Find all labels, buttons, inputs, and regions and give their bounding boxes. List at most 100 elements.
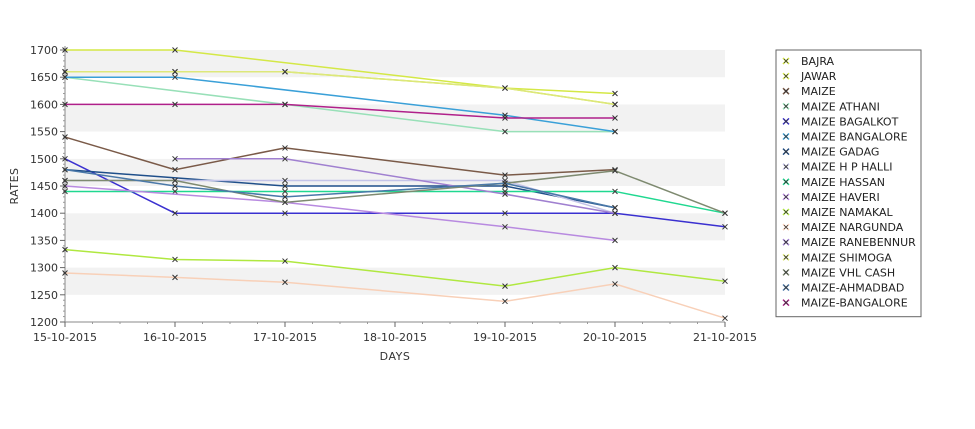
data-point-marker [282, 155, 288, 162]
data-point-marker [62, 47, 68, 53]
axes: 1200 1250 1300 1350 1400 1450 1500 1550 1600 1650… [8, 44, 757, 363]
series-line [65, 49, 616, 95]
legend-item: MAIZE [782, 85, 836, 98]
data-point-marker [282, 210, 288, 217]
series-maize-shimoga [62, 68, 618, 108]
y-tick-label: 1650 [30, 71, 58, 84]
y-tick-label: 1200 [30, 316, 58, 329]
data-point-marker [282, 279, 288, 286]
series-maize-namakal [62, 246, 728, 289]
data-point-marker [502, 180, 508, 187]
x-tick-label: 15-10-2015 [33, 331, 97, 344]
legend-label: MAIZE SHIMOGA [801, 251, 892, 264]
data-point-marker [172, 166, 178, 173]
data-point-marker [62, 177, 68, 184]
data-point-marker [612, 237, 618, 244]
data-point-marker [502, 85, 508, 91]
legend-item: MAIZE NAMAKAL [782, 206, 894, 219]
grid-band [65, 294, 725, 322]
legend-item: MAIZE RANEBENNUR [782, 236, 916, 249]
y-tick-label: 1550 [30, 126, 58, 139]
data-point-marker [172, 274, 178, 281]
legend-label: JAWAR [800, 70, 837, 83]
legend-marker [783, 209, 789, 215]
legend-item: MAIZE H P HALLI [782, 161, 892, 174]
data-point-marker [282, 194, 288, 200]
data-point-marker [282, 188, 288, 195]
data-point-marker [722, 210, 728, 217]
data-point-marker [172, 256, 178, 263]
series-line [64, 185, 616, 242]
legend-item: MAIZE BANGALORE [782, 131, 908, 144]
data-point-marker [502, 191, 508, 198]
legend-marker [783, 194, 789, 200]
x-tick-label: 19-10-2015 [473, 331, 537, 344]
data-point-marker [502, 298, 508, 305]
data-point-marker [722, 278, 728, 285]
legend-label: MAIZE RANEBENNUR [801, 236, 916, 249]
data-point-marker [612, 128, 618, 135]
legend: BAJRA JAWAR MAIZE MAIZE ATHANI MAIZE BAGALKO… [775, 49, 922, 318]
legend-item: MAIZE-BANGALORE [782, 297, 908, 310]
legend-label: MAIZE VHL CASH [801, 266, 895, 279]
x-tick-label: 18-10-2015 [363, 331, 427, 344]
legend-item: MAIZE VHL CASH [782, 266, 895, 279]
series-maize-ahmadbad [62, 166, 618, 211]
data-point-marker [172, 188, 178, 195]
x-tick-label: 20-10-2015 [583, 331, 647, 344]
series-line [64, 158, 726, 228]
legend-item: MAIZE NARGUNDA [782, 221, 904, 234]
legend-marker [783, 104, 789, 109]
data-point-marker [722, 223, 728, 230]
legend-label: MAIZE-BANGALORE [801, 297, 908, 310]
data-point-marker [282, 183, 288, 189]
y-tick-label: 1300 [30, 262, 58, 275]
legend-item: MAIZE HAVERI [782, 191, 880, 204]
y-tick-label: 1350 [30, 234, 58, 247]
data-point-marker [172, 210, 178, 217]
legend-marker [783, 88, 789, 94]
legend-label: MAIZE NARGUNDA [801, 221, 904, 234]
series-line [175, 158, 616, 214]
series-maize-bangalore [62, 74, 618, 135]
data-point-marker [612, 281, 618, 287]
legend-label: MAIZE BANGALORE [801, 131, 908, 144]
legend-label: MAIZE HAVERI [801, 191, 880, 204]
legend-item: MAIZE ATHANI [782, 100, 880, 113]
legend-label: MAIZE BAGALKOT [801, 115, 899, 128]
data-point-marker [62, 270, 68, 276]
y-tick-label: 1400 [30, 207, 58, 220]
legend-label: MAIZE-AHMADBAD [801, 282, 904, 295]
legend-label: MAIZE GADAG [801, 146, 879, 159]
y-tick-label: 1250 [30, 289, 58, 302]
legend-item: JAWAR [782, 70, 837, 83]
data-point-marker [612, 167, 618, 174]
x-tick-label: 16-10-2015 [143, 331, 207, 344]
data-point-marker [612, 101, 618, 108]
data-point-marker [282, 101, 288, 108]
data-point-marker [502, 128, 508, 135]
legend-item: MAIZE HASSAN [782, 176, 885, 189]
legend-marker [783, 119, 789, 124]
grid-band [65, 77, 725, 105]
y-axis-title: RATES [8, 167, 21, 204]
legend-marker [783, 300, 789, 305]
y-tick-label: 1600 [30, 98, 58, 111]
data-point-marker [612, 90, 618, 97]
data-point-marker [62, 155, 68, 162]
data-point-marker [502, 115, 508, 121]
data-point-marker [722, 315, 728, 322]
data-point-marker [172, 101, 178, 108]
legend-item: MAIZE GADAG [782, 146, 879, 159]
grid-band [65, 213, 725, 241]
legend-marker [783, 239, 789, 245]
data-point-marker [612, 115, 618, 121]
series-line [64, 76, 615, 133]
data-point-marker [282, 258, 288, 264]
series-maize [62, 134, 618, 178]
legend-label: BAJRA [801, 55, 835, 68]
data-point-marker [612, 210, 618, 217]
legend-item: MAIZE SHIMOGA [782, 251, 892, 264]
